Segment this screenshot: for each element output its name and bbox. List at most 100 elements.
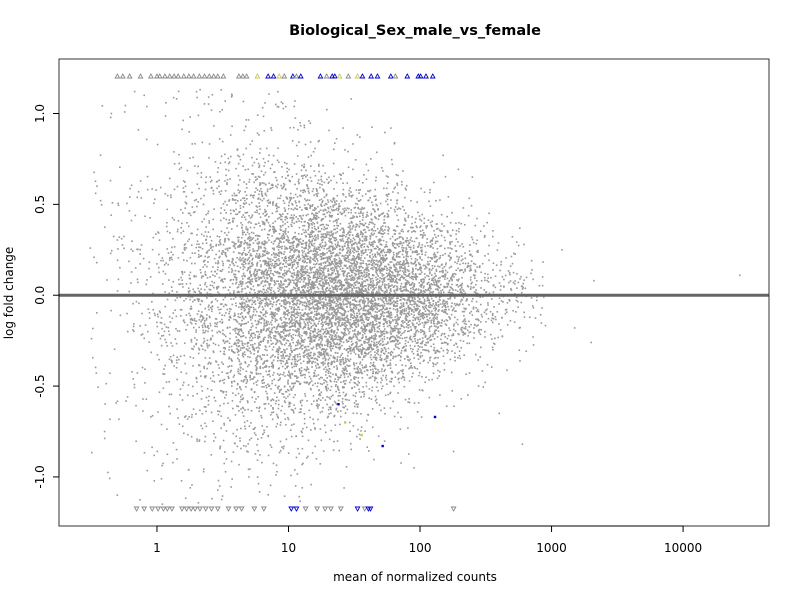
gene-point [320,273,322,276]
gene-point [372,280,375,282]
gene-point [308,224,311,227]
gene-point [313,400,315,402]
gene-point [126,396,129,398]
gene-point [317,363,320,366]
gene-point [406,280,409,282]
gene-point [162,462,164,465]
gene-point [376,304,379,307]
gene-point [359,292,361,295]
gene-point [126,202,128,205]
gene-point [332,296,334,299]
gene-point [491,235,494,238]
gene-point [508,281,510,284]
gene-point [323,331,326,334]
gene-point [214,322,216,325]
gene-point [456,255,458,258]
gene-point [292,382,295,385]
gene-point [241,312,243,314]
gene-point [278,346,281,348]
gene-point [342,367,344,370]
gene-point [443,285,445,288]
gene-point [221,140,224,143]
gene-point [264,315,267,318]
gene-point [259,147,262,150]
gene-point [236,148,239,150]
gene-point [408,330,410,332]
gene-point [501,276,504,278]
gene-point [255,277,258,279]
gene-point [474,263,477,266]
gene-point [375,386,378,388]
gene-point [213,208,215,210]
gene-point [167,263,170,266]
gene-point [373,247,376,250]
gene-point [296,281,298,284]
gene-point [267,261,270,263]
gene-point [360,250,363,252]
gene-point [419,257,422,260]
gene-point [245,228,247,230]
gene-point [281,176,284,178]
gene-point [368,346,370,349]
gene-point [184,207,187,209]
gene-point [349,267,352,270]
gene-point [447,284,449,286]
gene-point [417,353,419,355]
gene-point [257,351,259,353]
gene-point [424,313,426,316]
gene-point [311,227,314,229]
gene-point [241,303,244,305]
gene-point [237,252,240,254]
gene-point [420,312,422,315]
gene-point [324,291,326,294]
gene-point [346,207,349,209]
gene-point [340,178,342,180]
gene-point [193,274,195,277]
gene-point [449,243,452,246]
gene-point [214,270,216,273]
gene-point [198,348,201,351]
gene-point [319,301,322,304]
gene-point [146,469,149,472]
gene-point [305,272,307,275]
gene-point [251,337,254,339]
gene-point [303,356,305,359]
gene-point [413,305,415,308]
gene-point [316,403,319,405]
gene-point [266,205,269,207]
gene-point [199,316,202,318]
gene-point [251,156,253,159]
gene-point [306,332,308,334]
gene-point [435,308,437,311]
gene-point [329,287,331,290]
gene-point [335,383,337,386]
gene-point [117,204,120,207]
gene-point [118,418,120,421]
gene-point [389,362,392,365]
gene-point [313,215,315,217]
gene-point [401,309,404,311]
gene-point [259,183,262,186]
gene-point [311,330,314,333]
gene-point [153,312,156,315]
gene-point [292,341,294,344]
gene-point [200,276,203,279]
gene-point [203,323,206,325]
gene-point [270,399,272,402]
gene-point [374,215,376,218]
gene-point [292,396,295,399]
gene-point [312,319,315,322]
gene-point [185,297,187,300]
gene-point [397,392,399,394]
gene-point [408,273,410,276]
gene-point [228,161,231,163]
gene-point [330,408,332,411]
gene-point [188,290,191,292]
gene-point [414,257,417,260]
gene-point [142,398,144,400]
gene-point [346,324,348,327]
gene-point [300,217,303,219]
gene-point [200,197,202,200]
gene-point [316,182,319,185]
gene-point [281,392,284,395]
